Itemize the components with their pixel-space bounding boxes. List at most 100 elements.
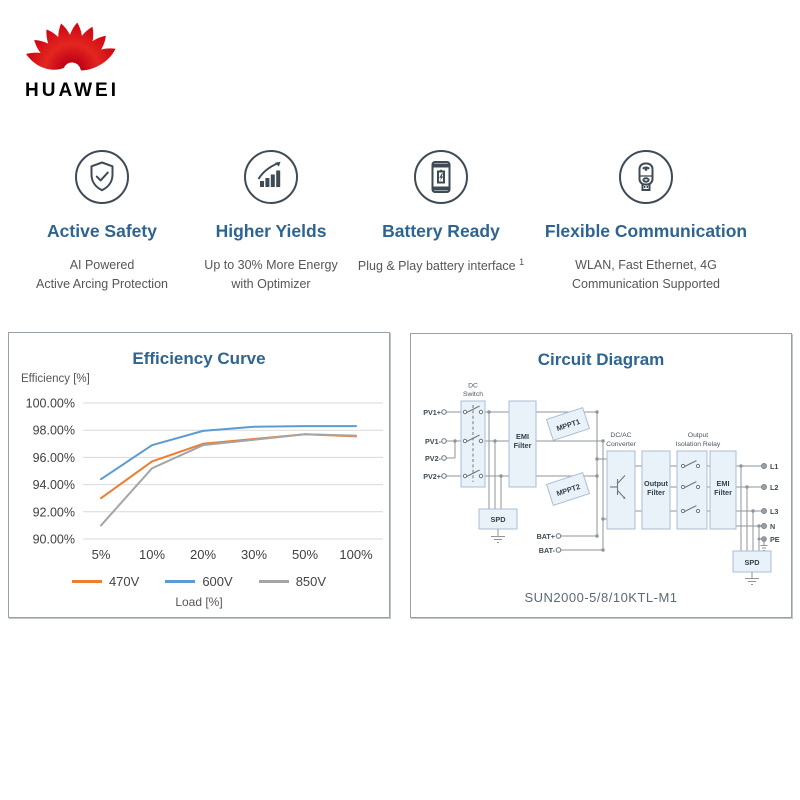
dcac-label-2: Converter	[606, 441, 637, 448]
mppt2-block: MPPT2	[545, 472, 591, 506]
emi-filter-label-2: Filter	[514, 441, 532, 450]
feature-subtitle-line: AI Powered	[69, 258, 135, 272]
pv2-minus-label: PV2-	[425, 454, 442, 463]
ground-symbol-right	[745, 572, 759, 585]
y-tick-label: 90.00%	[33, 533, 75, 547]
feature-subtitle: AI Powered Active Arcing Protection	[2, 256, 202, 295]
relay-contacts	[680, 460, 701, 514]
output-filter-box	[641, 450, 671, 530]
pv1-plus-label: PV1+	[423, 408, 441, 417]
x-tick-label: 100%	[339, 547, 373, 562]
x-tick-label: 20%	[190, 547, 216, 562]
circuit-diagram-svg: MPPT1 MPPT2	[423, 383, 780, 585]
relay-label-2: Isolation Relay	[676, 441, 721, 448]
legend-item-850V: 850V	[258, 574, 326, 589]
series-470V	[100, 433, 357, 500]
feature-subtitle: Up to 30% More Energy with Optimizer	[181, 256, 361, 295]
emi-filter-box-2	[709, 450, 737, 530]
emi-filter-box	[508, 400, 537, 488]
l2-label: L2	[770, 483, 778, 492]
footnote-superscript: 1	[519, 257, 525, 267]
output-filter-label-2: Filter	[647, 488, 665, 497]
y-tick-label: 92.00%	[33, 505, 75, 519]
relay-label-1: Output	[688, 432, 709, 439]
spd-left-label: SPD	[490, 515, 505, 524]
pe-label: PE	[770, 535, 780, 544]
igbt-symbol	[610, 475, 626, 499]
legend-item-470V: 470V	[71, 574, 140, 589]
feature-title: Higher Yields	[215, 221, 327, 241]
dcac-converter-box	[606, 450, 636, 530]
dcac-label-1: DC/AC	[610, 432, 631, 439]
huawei-logo: HUAWEI	[24, 6, 120, 102]
feature-subtitle-line: Plug & Play battery interface	[357, 259, 516, 274]
mppt1-block: MPPT1	[545, 407, 591, 441]
output-filter-label-1: Output	[644, 479, 668, 488]
huawei-flower-icon	[26, 22, 116, 71]
efficiency-curve-title: Efficiency Curve	[132, 349, 266, 368]
feature-title: Battery Ready	[382, 221, 500, 241]
feature-title: Flexible Communication	[544, 221, 748, 241]
spd-right-label: SPD	[744, 558, 759, 567]
ground-symbol-left	[491, 529, 505, 543]
huawei-wordmark: HUAWEI	[25, 80, 119, 101]
bat-minus-label: BAT-	[539, 546, 556, 555]
legend-swatch	[71, 580, 102, 583]
chart-legend: 470V 600V 850V	[9, 574, 389, 589]
series-850V	[100, 433, 357, 527]
input-terminals	[441, 409, 562, 553]
efficiency-chart-svg: 100.00% 98.00% 96.00% 94.00% 92.00% 90.00% 5% 1…	[26, 397, 383, 562]
x-tick-label: 5%	[92, 547, 111, 562]
isolation-relay-box	[676, 450, 708, 530]
circuit-diagram-title: Circuit Diagram	[537, 350, 665, 369]
feature-subtitle: WLAN, Fast Ethernet, 4G Communication Su…	[526, 256, 766, 295]
feature-subtitle-line: Communication Supported	[572, 277, 720, 292]
y-tick-label: 96.00%	[33, 451, 75, 465]
x-tick-label: 50%	[292, 547, 318, 562]
output-terminals	[761, 463, 767, 542]
legend-swatch	[165, 580, 196, 583]
l1-label: L1	[770, 462, 778, 471]
y-tick-label: 94.00%	[33, 478, 75, 492]
dc-switch-label-2: Switch	[463, 391, 483, 398]
legend-item-600V: 600V	[165, 574, 233, 589]
feature-subtitle-line: Up to 30% More Energy	[204, 258, 338, 272]
n-label: N	[770, 522, 775, 531]
flower-petals	[26, 22, 116, 71]
feature-flexible-communication: Flexible Communication WLAN, Fast Ethern…	[526, 148, 766, 295]
dc-switch-contacts	[462, 405, 484, 482]
feature-subtitle: Plug & Play battery interface 1	[341, 256, 541, 277]
growth-chart-icon	[181, 148, 361, 208]
junction-dots	[453, 410, 761, 552]
x-tick-label: 10%	[139, 547, 165, 562]
feature-subtitle-line: WLAN, Fast Ethernet, 4G	[575, 258, 717, 272]
y-axis-label: Efficiency [%]	[21, 373, 90, 385]
x-tick-label: 30%	[241, 547, 267, 562]
smart-dongle-icon	[526, 148, 766, 208]
legend-label: 470V	[108, 574, 140, 589]
y-tick-label: 100.00%	[26, 397, 75, 411]
series-600V	[100, 425, 357, 481]
legend-label: 600V	[202, 574, 233, 589]
feature-title: Active Safety	[47, 221, 157, 241]
bat-plus-label: BAT+	[537, 532, 555, 541]
ground-symbol-pe	[760, 541, 768, 551]
l3-label: L3	[770, 507, 778, 516]
feature-active-safety: Active Safety AI Powered Active Arcing P…	[2, 148, 202, 295]
feature-higher-yields: Higher Yields Up to 30% More Energy with…	[181, 148, 361, 295]
pv2-plus-label: PV2+	[423, 472, 441, 481]
circuit-diagram-panel: Circuit Diagram	[410, 333, 792, 618]
battery-device-icon	[341, 148, 541, 208]
circuit-wires	[446, 411, 762, 551]
emi-filter2-label-2: Filter	[714, 488, 732, 497]
pv1-minus-label: PV1-	[425, 437, 442, 446]
y-tick-label: 98.00%	[33, 424, 75, 438]
feature-subtitle-line: with Optimizer	[231, 277, 311, 292]
legend-swatch	[258, 580, 289, 583]
x-axis-label: Load [%]	[175, 595, 223, 609]
shield-check-icon	[2, 148, 202, 208]
dc-switch-label-1: DC	[468, 383, 478, 390]
emi-filter2-label-1: EMI	[717, 479, 730, 488]
feature-subtitle-line: Active Arcing Protection	[35, 277, 168, 292]
